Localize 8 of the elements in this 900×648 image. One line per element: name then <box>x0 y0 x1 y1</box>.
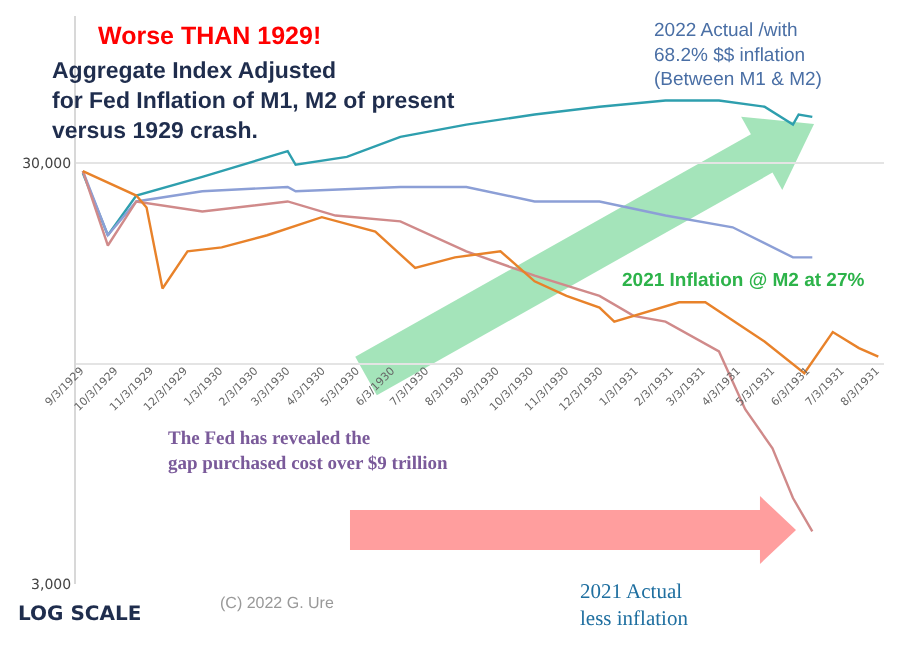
annotation: 2022 Actual /with 68.2% $$ inflation (Between M1 & M2) <box>654 20 822 92</box>
text: LOG SCALE <box>18 604 142 626</box>
annotation: 2021 Actual less inflation <box>580 582 690 632</box>
annotation: 2021 Inflation @ M2 at 27% <box>622 270 866 292</box>
chart-title: Worse THAN 1929! <box>98 22 322 50</box>
text: (C) 2022 G. Ure <box>220 594 335 612</box>
text: Aggregate Index Adjusted for Fed Inflation of M1, M2 of present versus 1929 crash. <box>52 60 455 144</box>
annotation: The Fed has revealed the gap purchased cost over $9 trillion <box>168 430 449 475</box>
